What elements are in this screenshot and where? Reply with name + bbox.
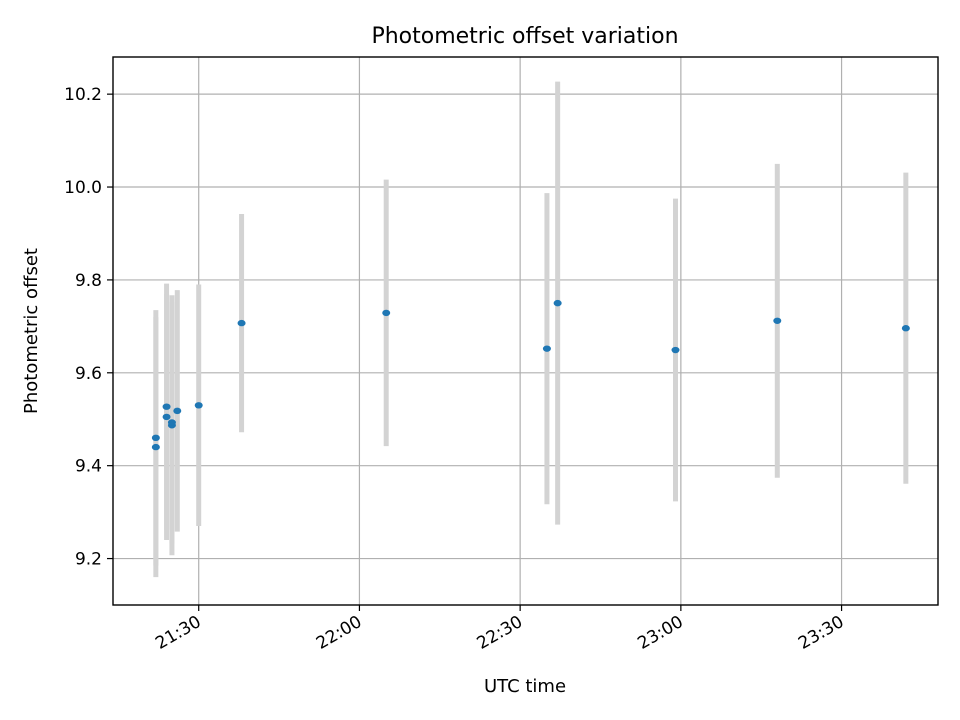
x-tick-label: 21:30 [152, 612, 204, 654]
y-tick-label: 9.8 [75, 271, 102, 291]
data-point [194, 402, 203, 409]
error-bars [153, 81, 909, 578]
y-tick-label: 10.0 [64, 178, 102, 198]
chart-title: Photometric offset variation [371, 24, 678, 49]
data-point [237, 319, 246, 327]
y-tick-label: 10.2 [64, 85, 102, 105]
plot-frame [112, 56, 939, 606]
data-points [151, 299, 910, 451]
grid-lines [113, 57, 938, 605]
data-point [671, 346, 680, 354]
data-point [167, 419, 176, 426]
data-point [162, 403, 171, 410]
y-tick-label: 9.4 [75, 457, 102, 477]
y-tick-label: 9.6 [75, 364, 102, 384]
x-tick-label: 23:30 [795, 612, 847, 654]
data-point [173, 407, 182, 415]
data-point [382, 309, 391, 317]
axis-ticks: 9.2 9.4 9.6 9.8 10.0 10.2 21:30 22:00 22:30 23:00… [64, 85, 847, 654]
data-point [553, 299, 562, 307]
y-tick-label: 9.2 [75, 550, 102, 570]
x-tick-label: 22:30 [474, 612, 526, 654]
data-point [162, 413, 171, 421]
data-point [773, 317, 782, 324]
y-axis-label: Photometric offset [21, 248, 42, 414]
data-point [151, 434, 160, 442]
x-tick-label: 22:00 [313, 612, 365, 654]
x-axis-label: UTC time [484, 676, 566, 697]
data-point [901, 325, 910, 332]
data-point [542, 345, 551, 352]
data-point [151, 443, 160, 451]
x-tick-label: 23:00 [634, 612, 686, 654]
